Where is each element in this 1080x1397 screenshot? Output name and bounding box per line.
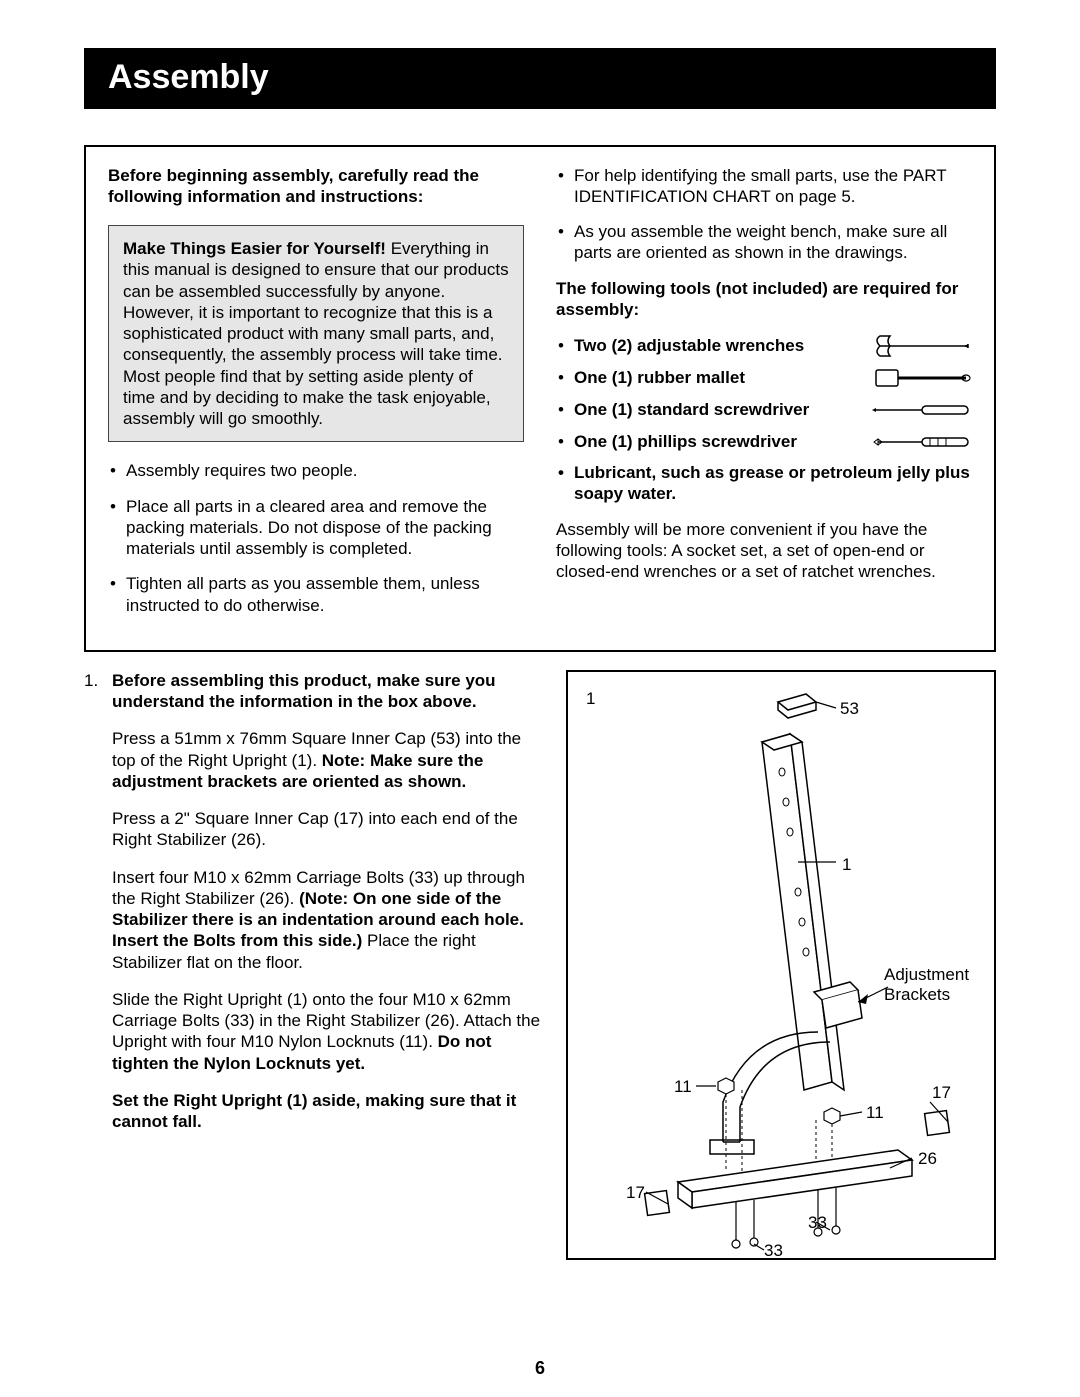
wrench-icon (872, 334, 972, 358)
phillips-screwdriver-icon (872, 430, 972, 454)
tips-heading: Make Things Easier for Yourself! (123, 239, 386, 258)
right-bullet-list: For help identifying the small parts, us… (556, 165, 972, 264)
tools-heading: The following tools (not included) are r… (556, 278, 972, 321)
diagram-label-1: 1 (842, 854, 851, 875)
left-bullet-list: Assembly requires two people. Place all … (108, 460, 524, 616)
tool-row: Two (2) adjustable wrenches (556, 334, 972, 358)
step-1: 1. Before assembling this product, make … (84, 670, 996, 1260)
diagram-label-17a: 17 (932, 1082, 951, 1103)
manual-page: Assembly Before beginning assembly, care… (0, 0, 1080, 1397)
section-title: Assembly (84, 48, 996, 109)
step-p1: Before assembling this product, make sur… (112, 670, 548, 713)
tool-label: One (1) rubber mallet (556, 367, 872, 388)
step-p5: Slide the Right Upright (1) onto the fou… (112, 989, 548, 1074)
tool-label: One (1) standard screwdriver (556, 399, 872, 420)
list-item: Assembly requires two people. (108, 460, 524, 481)
info-left-column: Before beginning assembly, carefully rea… (108, 165, 524, 630)
list-item: As you assemble the weight bench, make s… (556, 221, 972, 264)
step-number: 1. (84, 670, 112, 1149)
info-box: Before beginning assembly, carefully rea… (84, 145, 996, 652)
page-number: 6 (0, 1357, 1080, 1380)
diagram-label-adjustment: Adjustment (884, 964, 969, 985)
convenience-text: Assembly will be more convenient if you … (556, 519, 972, 583)
step-p4: Insert four M10 x 62mm Carriage Bolts (3… (112, 867, 548, 973)
info-right-column: For help identifying the small parts, us… (556, 165, 972, 630)
step-text: 1. Before assembling this product, make … (84, 670, 548, 1260)
list-item: Place all parts in a cleared area and re… (108, 496, 524, 560)
step-p3: Press a 2" Square Inner Cap (17) into ea… (112, 808, 548, 851)
step-p6: Set the Right Upright (1) aside, making … (112, 1090, 548, 1133)
diagram-label-33a: 33 (764, 1240, 783, 1261)
diagram-label-17b: 17 (626, 1182, 645, 1203)
list-item: For help identifying the small parts, us… (556, 165, 972, 208)
mallet-icon (872, 366, 972, 390)
flathead-screwdriver-icon (872, 398, 972, 422)
tips-body: Everything in this manual is designed to… (123, 239, 509, 428)
list-item: Lubricant, such as grease or petroleum j… (556, 462, 972, 505)
tool-row: One (1) phillips screwdriver (556, 430, 972, 454)
diagram-label-11a: 11 (674, 1076, 692, 1097)
assembly-diagram: 1 53 1 Adjustment Brackets 11 11 17 17 2… (566, 670, 996, 1260)
tips-box: Make Things Easier for Yourself! Everyth… (108, 225, 524, 442)
diagram-label-33b: 33 (808, 1212, 827, 1233)
diagram-label-53: 53 (840, 698, 859, 719)
diagram-label-11b: 11 (866, 1102, 884, 1123)
tool-row: One (1) rubber mallet (556, 366, 972, 390)
intro-lead: Before beginning assembly, carefully rea… (108, 165, 524, 208)
diagram-label-brackets: Brackets (884, 984, 950, 1005)
step-p2: Press a 51mm x 76mm Square Inner Cap (53… (112, 728, 548, 792)
lubricant-bullet: Lubricant, such as grease or petroleum j… (556, 462, 972, 505)
tool-label: Two (2) adjustable wrenches (556, 335, 872, 356)
diagram-step-number: 1 (586, 688, 595, 709)
list-item: Tighten all parts as you assemble them, … (108, 573, 524, 616)
diagram-label-26: 26 (918, 1148, 937, 1169)
tool-label: One (1) phillips screwdriver (556, 431, 872, 452)
tool-row: One (1) standard screwdriver (556, 398, 972, 422)
